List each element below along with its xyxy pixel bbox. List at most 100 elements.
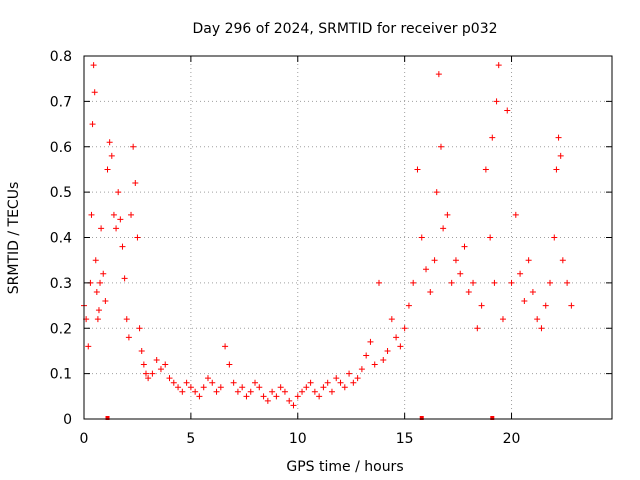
data-point — [243, 393, 250, 400]
data-point — [119, 243, 126, 250]
data-point — [239, 384, 246, 391]
data-point — [337, 379, 344, 386]
data-point — [92, 257, 99, 264]
data-point — [414, 166, 421, 173]
data-point — [145, 375, 152, 382]
data-point — [117, 216, 124, 223]
data-point — [493, 98, 500, 105]
data-point — [363, 352, 370, 359]
data-point — [264, 397, 271, 404]
y-axis-label: SRMTID / TECUs — [6, 182, 22, 295]
data-point — [217, 384, 224, 391]
y-tick-label: 0.2 — [50, 321, 72, 337]
data-point — [431, 257, 438, 264]
y-tick-label: 0.5 — [50, 185, 72, 201]
data-point — [557, 152, 564, 159]
data-point — [375, 279, 382, 286]
data-point — [542, 302, 549, 309]
data-point — [85, 343, 92, 350]
data-point — [88, 211, 95, 218]
data-point — [324, 379, 331, 386]
data-point — [102, 298, 109, 305]
data-point — [367, 338, 374, 345]
x-tick-label: 15 — [396, 431, 414, 447]
data-point — [95, 307, 102, 314]
data-point — [427, 288, 434, 295]
data-point — [448, 279, 455, 286]
data-point — [371, 361, 378, 368]
data-point — [521, 298, 528, 305]
data-point — [113, 225, 120, 232]
x-tick-label: 0 — [80, 431, 89, 447]
data-point — [354, 375, 361, 382]
baseline-markers — [105, 416, 495, 420]
data-point — [401, 325, 408, 332]
data-point — [487, 234, 494, 241]
data-point — [410, 279, 417, 286]
data-point — [290, 402, 297, 409]
data-point — [440, 225, 447, 232]
data-point — [559, 257, 566, 264]
data-point — [110, 211, 117, 218]
data-point — [397, 343, 404, 350]
data-point — [128, 211, 135, 218]
data-point — [226, 361, 233, 368]
data-point — [157, 366, 164, 373]
data-point — [529, 288, 536, 295]
data-point — [115, 189, 122, 196]
data-point — [470, 279, 477, 286]
y-tick-label: 0 — [63, 412, 72, 428]
data-point — [106, 139, 113, 146]
data-point — [491, 279, 498, 286]
y-tick-label: 0.1 — [50, 367, 72, 383]
data-point — [89, 121, 96, 128]
data-point — [183, 379, 190, 386]
data-point — [213, 388, 220, 395]
data-point — [311, 388, 318, 395]
y-tick-label: 0.6 — [50, 140, 72, 156]
data-point — [341, 384, 348, 391]
data-point — [200, 384, 207, 391]
data-point — [465, 288, 472, 295]
data-point — [350, 379, 357, 386]
data-point — [269, 388, 276, 395]
data-point — [273, 393, 280, 400]
data-point — [346, 370, 353, 377]
data-point — [534, 316, 541, 323]
data-point — [551, 234, 558, 241]
data-point — [316, 393, 323, 400]
data-point — [444, 211, 451, 218]
y-tick-label: 0.3 — [50, 276, 72, 292]
data-point — [204, 375, 211, 382]
data-point — [153, 357, 160, 364]
data-point — [478, 302, 485, 309]
data-point — [108, 152, 115, 159]
data-point — [149, 370, 156, 377]
y-tick-label: 0.7 — [50, 94, 72, 110]
data-point — [294, 393, 301, 400]
data-point — [252, 379, 259, 386]
data-point — [93, 288, 100, 295]
data-point — [452, 257, 459, 264]
data-point — [320, 384, 327, 391]
x-axis-label: GPS time / hours — [286, 459, 403, 475]
data-point — [175, 384, 182, 391]
baseline-marker — [419, 416, 424, 420]
data-point — [495, 62, 502, 69]
data-point — [166, 375, 173, 382]
data-point — [423, 266, 430, 273]
data-point — [130, 143, 137, 150]
data-point — [138, 347, 145, 354]
data-point — [380, 357, 387, 364]
grid-lines — [84, 56, 612, 419]
x-tick-label: 5 — [186, 431, 195, 447]
data-point — [435, 71, 442, 78]
data-point — [393, 334, 400, 341]
data-point — [100, 270, 107, 277]
data-point — [179, 388, 186, 395]
data-point — [388, 316, 395, 323]
data-point — [461, 243, 468, 250]
data-point — [299, 388, 306, 395]
x-tick-label: 10 — [289, 431, 307, 447]
